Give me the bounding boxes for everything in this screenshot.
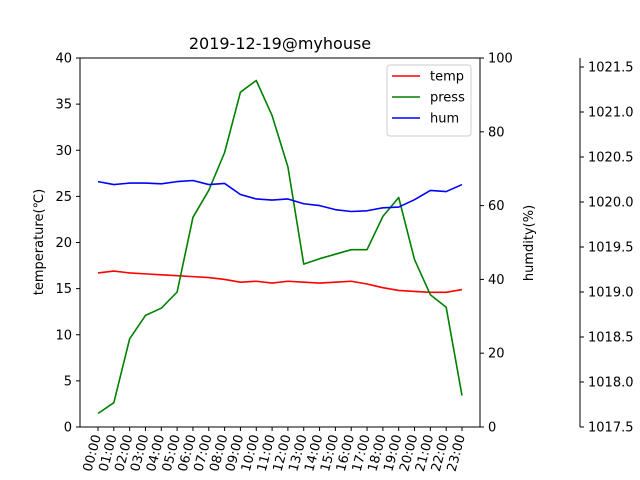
legend-label-press: press — [430, 91, 465, 106]
far-right-tick-label: 1020.0 — [588, 196, 634, 211]
series-line-press — [97, 79, 463, 415]
left-tick-label: 0 — [64, 421, 72, 436]
left-tick-label: 20 — [55, 236, 72, 251]
far-right-tick-label: 1017.5 — [588, 421, 634, 436]
left-axis-label: temperature(℃) — [32, 189, 47, 295]
left-tick-label: 10 — [55, 328, 72, 343]
left-tick-label: 30 — [55, 144, 72, 159]
far-right-tick-label: 1020.5 — [588, 151, 634, 166]
series-line-temp — [97, 270, 463, 294]
chart-title: 2019-12-19@myhouse — [189, 34, 371, 53]
right-tick-label: 60 — [488, 199, 505, 214]
legend-label-temp: temp — [430, 70, 464, 85]
plot-area — [97, 79, 463, 415]
far-right-tick-label: 1018.0 — [588, 376, 634, 391]
far-right-tick-label: 1019.0 — [588, 286, 634, 301]
left-tick-label: 35 — [55, 98, 72, 113]
right-tick-label: 100 — [488, 52, 513, 67]
left-tick-label: 25 — [55, 190, 72, 205]
series-line-hum — [97, 179, 463, 213]
axes: 0 5 10 15 20 25 30 35 40 temperature(℃) 0 20 40 60 80 1… — [32, 52, 634, 474]
right-tick-label: 80 — [488, 125, 505, 140]
left-tick-label: 40 — [55, 52, 72, 67]
legend: temp press hum — [386, 64, 472, 137]
left-tick-label: 5 — [64, 374, 72, 389]
legend-label-hum: hum — [430, 112, 459, 127]
left-tick-label: 15 — [55, 282, 72, 297]
right-tick-label: 20 — [488, 347, 505, 362]
far-right-tick-label: 1021.5 — [588, 61, 634, 76]
right-tick-label: 0 — [488, 421, 496, 436]
right-tick-label: 40 — [488, 273, 505, 288]
far-right-tick-label: 1021.0 — [588, 106, 634, 121]
far-right-tick-label: 1019.5 — [588, 241, 634, 256]
right-axis-label: humdity(%) — [522, 205, 537, 281]
far-right-tick-label: 1018.5 — [588, 331, 634, 346]
